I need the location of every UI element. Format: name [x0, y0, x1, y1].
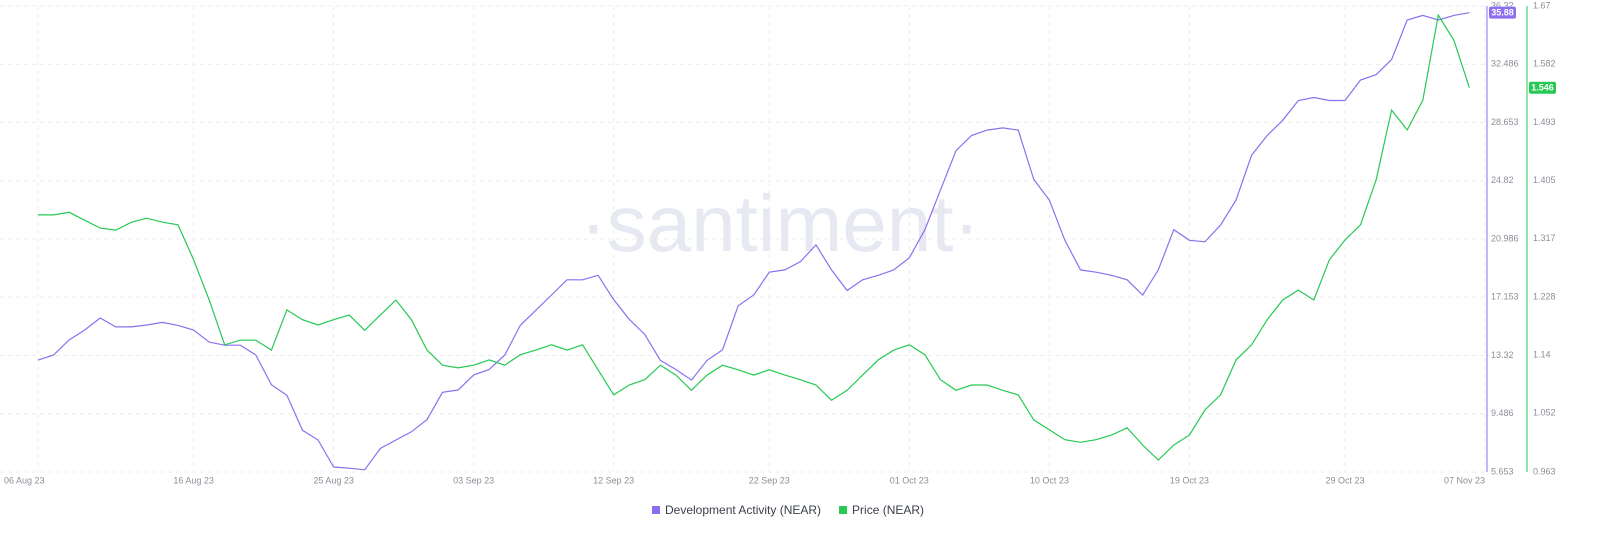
- x-tick-label: 03 Sep 23: [453, 475, 494, 485]
- y2-tick-label: 1.14: [1533, 350, 1551, 360]
- y-tick-label: 9.486: [1491, 408, 1514, 418]
- y2-tick-label: 1.67: [1533, 0, 1551, 10]
- x-tick-label: 16 Aug 23: [173, 475, 214, 485]
- legend-swatch: [839, 506, 848, 514]
- x-tick-label: 07 Nov 23: [1444, 475, 1485, 485]
- y2-tick-label: 1.405: [1533, 175, 1556, 185]
- x-tick-label: 12 Sep 23: [593, 475, 634, 485]
- watermark: ·santiment·: [580, 179, 980, 268]
- y-tick-label: 28.653: [1491, 117, 1519, 127]
- y-tick-label: 24.82: [1491, 175, 1514, 185]
- x-tick-label: 10 Oct 23: [1030, 475, 1069, 485]
- legend-label: Price (NEAR): [852, 503, 924, 517]
- y-tick-label: 32.486: [1491, 59, 1519, 69]
- series-line: [38, 13, 1470, 461]
- y2-tick-label: 1.052: [1533, 408, 1556, 418]
- y2-tick-label: 0.963: [1533, 466, 1556, 476]
- y2-tick-label: 1.493: [1533, 117, 1556, 127]
- x-tick-label: 06 Aug 23: [4, 475, 45, 485]
- y2-tick-label: 1.228: [1533, 292, 1556, 302]
- last-value-label: 35.88: [1491, 8, 1514, 18]
- series-line: [37, 12, 1470, 471]
- x-tick-label: 01 Oct 23: [890, 475, 929, 485]
- legend-swatch: [652, 506, 660, 514]
- x-tick-label: 22 Sep 23: [749, 475, 790, 485]
- last-value-badge: [1489, 6, 1516, 19]
- x-tick-label: 29 Oct 23: [1325, 475, 1364, 485]
- y-tick-label: 13.32: [1491, 350, 1514, 360]
- y-tick-label: 36.32: [1491, 0, 1514, 10]
- x-tick-label: 25 Aug 23: [313, 475, 354, 485]
- y-tick-label: 20.986: [1491, 233, 1519, 243]
- x-tick-label: 19 Oct 23: [1170, 475, 1209, 485]
- y-tick-label: 5.653: [1491, 466, 1514, 476]
- last-value-badge: [1529, 81, 1556, 94]
- y2-tick-label: 1.582: [1533, 58, 1556, 68]
- y2-tick-label: 1.317: [1533, 233, 1556, 243]
- y-tick-label: 17.153: [1491, 292, 1519, 302]
- last-value-label: 1.546: [1531, 83, 1554, 93]
- legend-label: Development Activity (NEAR): [665, 503, 821, 517]
